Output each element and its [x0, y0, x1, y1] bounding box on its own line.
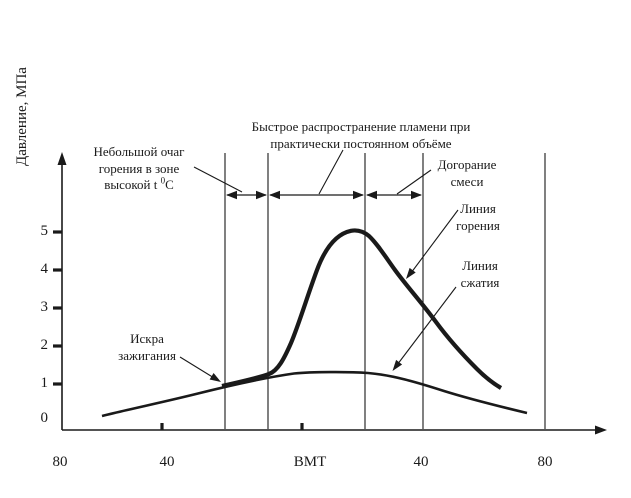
annotation-line: высокой t 0С	[104, 175, 174, 192]
leader-afterburning	[396, 169, 432, 195]
annotation-spark: Искра зажигания	[103, 330, 191, 364]
annotation-compression-line: Линия сжатия	[445, 257, 515, 291]
annotation-line: сжатия	[460, 275, 500, 290]
annotation-small-flame-zone: Небольшой очаг горения в зоне высокой t …	[78, 144, 200, 194]
annotation-line: смеси	[450, 174, 484, 189]
annotation-line: зажигания	[118, 348, 176, 363]
x-axis-arrowhead	[595, 425, 607, 435]
annotation-line: Догорание	[437, 157, 497, 172]
y-tick-4: 4	[40, 261, 49, 277]
y-axis-title: Давление, МПа	[14, 67, 30, 167]
y-axis-ticks	[53, 230, 62, 386]
compression-curve	[101, 370, 528, 418]
leader-fast-flame	[318, 149, 344, 195]
y-tick-3: 3	[40, 299, 49, 315]
combustion-curve	[221, 228, 503, 390]
y-tick-1: 1	[40, 375, 49, 391]
x-tick-tdc: ВМТ	[293, 454, 327, 470]
annotation-line: Искра	[130, 331, 164, 346]
annotation-line: Быстрое распространение пламени при	[251, 119, 471, 134]
x-tick-80-right: 80	[537, 454, 553, 470]
y-tick-5: 5	[40, 223, 49, 239]
annotation-line: практически постоянном объёме	[270, 136, 452, 151]
annotation-combustion-line: Линия горения	[443, 200, 513, 234]
compression-label-arrowhead	[392, 359, 403, 371]
leader-small-flame	[193, 166, 243, 193]
annotation-afterburning: Догорание смеси	[428, 156, 506, 190]
x-tick-80-left: 80	[52, 454, 68, 470]
annotation-line: горения в зоне	[98, 160, 180, 176]
arrowheads	[57, 152, 607, 435]
phase-marker-lines	[224, 153, 546, 429]
x-axis-ticks	[160, 423, 304, 430]
y-tick-2: 2	[40, 337, 49, 353]
annotation-line: Линия	[462, 258, 498, 273]
annotation-line: Небольшой очаг	[93, 144, 185, 159]
annotation-line: Линия	[460, 201, 496, 216]
y-tick-0: 0	[40, 410, 49, 426]
x-tick-40-right: 40	[413, 454, 429, 470]
leader-combustion-line	[407, 209, 459, 278]
spark-arrowhead	[209, 373, 221, 382]
annotation-line: горения	[456, 218, 500, 233]
leader-compression-line	[393, 286, 457, 370]
x-tick-40-left: 40	[159, 454, 175, 470]
y-axis-arrowhead	[57, 152, 67, 165]
combustion-label-arrowhead	[406, 267, 416, 279]
annotation-fast-flame: Быстрое распространение пламени при прак…	[234, 118, 488, 152]
